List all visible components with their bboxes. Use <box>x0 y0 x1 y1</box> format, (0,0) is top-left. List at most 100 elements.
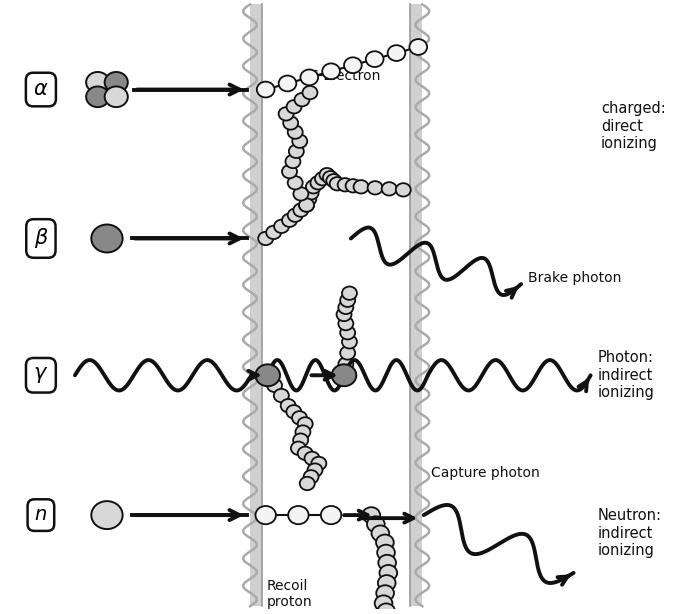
Circle shape <box>256 364 280 386</box>
Circle shape <box>321 506 341 524</box>
Circle shape <box>303 186 319 200</box>
Circle shape <box>346 179 360 192</box>
Circle shape <box>367 516 385 532</box>
Circle shape <box>295 93 310 106</box>
Circle shape <box>377 545 395 561</box>
Circle shape <box>340 326 355 340</box>
Circle shape <box>329 177 345 190</box>
Circle shape <box>308 464 323 477</box>
Circle shape <box>281 399 296 413</box>
Circle shape <box>288 506 309 524</box>
Circle shape <box>291 441 306 455</box>
Circle shape <box>376 585 394 601</box>
Circle shape <box>299 198 314 212</box>
Circle shape <box>301 192 316 206</box>
Circle shape <box>288 125 303 139</box>
Circle shape <box>396 183 411 196</box>
Circle shape <box>282 214 297 227</box>
Circle shape <box>260 368 275 382</box>
Circle shape <box>105 72 128 93</box>
Circle shape <box>303 86 317 99</box>
Circle shape <box>362 507 380 523</box>
Circle shape <box>377 604 395 614</box>
Circle shape <box>283 116 298 130</box>
Circle shape <box>310 176 325 190</box>
Circle shape <box>288 209 303 222</box>
Circle shape <box>336 308 351 321</box>
Circle shape <box>338 301 353 314</box>
Circle shape <box>332 364 356 386</box>
Text: charged:
direct
ionizing: charged: direct ionizing <box>601 101 666 151</box>
Circle shape <box>315 172 330 185</box>
Circle shape <box>289 145 304 158</box>
Circle shape <box>380 612 398 614</box>
Circle shape <box>86 87 110 107</box>
Circle shape <box>91 225 123 252</box>
Text: Capture photon: Capture photon <box>431 466 539 480</box>
Text: Brake photon: Brake photon <box>528 271 621 285</box>
Circle shape <box>293 187 308 201</box>
Circle shape <box>323 171 338 184</box>
Text: $\beta$: $\beta$ <box>34 227 48 251</box>
Circle shape <box>105 87 128 107</box>
Circle shape <box>292 411 307 424</box>
Circle shape <box>286 405 301 418</box>
Circle shape <box>368 181 383 195</box>
Circle shape <box>256 506 276 524</box>
Circle shape <box>86 72 110 93</box>
Circle shape <box>306 180 321 193</box>
Bar <box>250 4 262 606</box>
Circle shape <box>300 477 314 490</box>
Circle shape <box>378 575 395 591</box>
Circle shape <box>379 565 397 581</box>
Circle shape <box>286 155 301 168</box>
Text: $\gamma$: $\gamma$ <box>34 365 49 385</box>
Circle shape <box>292 134 308 148</box>
Circle shape <box>274 220 289 233</box>
Circle shape <box>338 178 353 192</box>
Circle shape <box>282 165 297 178</box>
Circle shape <box>298 446 312 460</box>
Circle shape <box>305 452 319 465</box>
Circle shape <box>298 418 312 430</box>
Circle shape <box>366 51 384 67</box>
Circle shape <box>338 317 353 330</box>
Circle shape <box>410 39 427 55</box>
Text: $n$: $n$ <box>34 506 47 524</box>
Circle shape <box>279 76 297 91</box>
Bar <box>410 4 423 606</box>
Circle shape <box>344 57 362 73</box>
Circle shape <box>342 335 357 349</box>
Circle shape <box>295 426 310 438</box>
Circle shape <box>288 176 303 190</box>
Text: Photon:
indirect
ionizing: Photon: indirect ionizing <box>597 351 654 400</box>
Circle shape <box>371 526 389 542</box>
Circle shape <box>258 232 273 245</box>
Circle shape <box>336 368 351 382</box>
Circle shape <box>91 501 123 529</box>
Circle shape <box>375 596 393 611</box>
Text: Recoil
proton: Recoil proton <box>267 579 312 609</box>
Circle shape <box>376 535 394 550</box>
Circle shape <box>267 379 282 392</box>
Circle shape <box>266 226 281 239</box>
Circle shape <box>338 357 353 371</box>
Circle shape <box>293 433 308 447</box>
Circle shape <box>382 182 397 195</box>
Circle shape <box>274 389 289 402</box>
Circle shape <box>257 82 275 98</box>
Text: Neutron:
indirect
ionizing: Neutron: indirect ionizing <box>597 508 662 558</box>
Circle shape <box>378 555 396 570</box>
Circle shape <box>293 203 308 217</box>
Text: δ-Electron: δ-Electron <box>310 69 380 84</box>
Circle shape <box>311 457 326 470</box>
Circle shape <box>322 63 340 79</box>
Circle shape <box>279 107 294 120</box>
Circle shape <box>353 180 369 193</box>
Circle shape <box>340 293 355 307</box>
Circle shape <box>340 346 355 360</box>
Text: $\alpha$: $\alpha$ <box>33 80 49 99</box>
Circle shape <box>301 69 318 85</box>
Circle shape <box>299 198 314 212</box>
Circle shape <box>342 287 357 300</box>
